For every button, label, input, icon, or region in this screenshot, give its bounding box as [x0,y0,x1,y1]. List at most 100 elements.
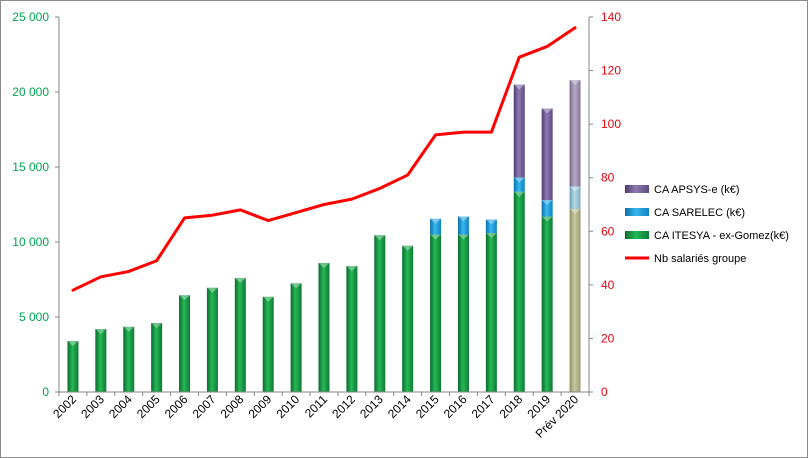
legend-label: Nb salariés groupe [654,253,746,265]
bar-itesya-2010 [290,283,302,392]
bar-cap [485,233,497,238]
right-tick-label: 60 [601,224,615,238]
bar-cap [457,234,469,240]
legend-label: CA ITESYA - ex-Gomez(k€) [654,230,789,242]
bar-apsys-e-2019 [541,108,553,200]
x-tick-label: 2002 [50,392,79,421]
bar-cap [485,219,497,225]
x-tick-label: 2007 [190,392,219,421]
bar-cap [430,218,442,224]
x-tick-label: 2006 [162,392,191,421]
x-tick-label: 2004 [106,392,135,421]
bar-itesya-2009 [262,296,274,392]
bar-apsys-e-2018 [513,84,525,178]
bar-itesya-2012 [346,266,358,392]
x-tick-label: 2017 [469,392,498,421]
x-tick-label: 2012 [329,392,358,421]
x-axis-ticks: 2002 2003 2004 2005 2006 2007 2008 2009 2010 2011… [50,392,590,441]
right-tick-label: 140 [601,10,621,24]
right-tick-label: 20 [601,331,615,345]
bar-itesya-2006 [179,295,191,392]
bar-cap [513,191,525,197]
bar-sarelec-2016 [457,216,469,235]
right-axis-ticks: 0 20 40 60 80 100 120 140 [589,10,621,399]
bar-cap [569,186,581,192]
right-tick-label: 120 [601,64,621,78]
bar-cap [457,216,469,222]
bar-cap [123,326,135,332]
bar-itesya-2018 [513,191,525,392]
bar-itesya-2016 [457,234,469,392]
bar-itesya-2015 [430,234,442,392]
right-tick-label: 80 [601,171,615,185]
bar-sarelec-2015 [430,218,442,235]
legend-swatch [625,185,649,193]
x-tick-label: 2003 [78,392,107,421]
x-tick-label: 2005 [134,392,163,421]
bar-cap [179,295,191,301]
left-tick-label: 10 000 [12,235,49,249]
bar-itesya-2007 [206,287,218,392]
bar-cap [513,177,525,183]
legend-label: CA SARELEC (k€) [654,207,745,219]
left-tick-label: 20 000 [12,85,49,99]
left-axis-ticks: 0 5 000 10 000 15 000 20 000 25 000 [12,10,59,399]
bar-cap [513,84,525,90]
bar-sarelec-2018 [513,177,525,192]
bar-cap [67,341,79,346]
x-tick-label: 2014 [385,392,414,421]
x-tick-label: 2010 [273,392,302,421]
bar-cap [430,234,442,240]
right-tick-label: 40 [601,278,615,292]
x-tick-label: 2011 [302,392,330,420]
bar-cap [541,216,553,222]
bar-itesya-2014 [402,245,414,392]
bar-cap [262,296,274,302]
bar-cap [234,278,246,283]
legend-label: CA APSYS-e (k€) [654,184,740,196]
left-tick-label: 25 000 [12,10,49,24]
bar-cap [318,263,330,268]
line-marks [71,26,577,292]
bar-itesya-2013 [374,235,386,392]
legend: CA APSYS-e (k€) CA SARELEC (k€) CA ITESYA … [625,184,789,265]
bar-itesya-2002 [67,341,79,392]
x-tick-label: 2018 [497,392,526,421]
bar-itesya-2019 [541,216,553,392]
right-tick-label: 0 [601,385,608,399]
axes [58,17,590,393]
left-tick-label: 15 000 [12,160,49,174]
bar-cap [402,245,414,251]
bar-marks [67,80,581,392]
bar-cap [569,80,581,85]
left-tick-label: 5 000 [19,310,49,324]
x-tick-label: 2009 [246,392,275,421]
x-tick-label: 2016 [441,392,470,421]
bar-cap [206,287,218,293]
bar-itesya-2011 [318,263,330,392]
bar-cap [541,200,553,205]
bar-cap [290,283,302,289]
bar-sarelec-2019 [541,200,553,217]
bar-itesya-2003 [95,329,107,392]
bar-itesya-2005 [151,323,163,392]
left-tick-label: 0 [42,385,49,399]
right-tick-label: 100 [601,117,621,131]
bar-cap [541,108,553,114]
legend-swatch [625,208,649,216]
x-tick-label: 2013 [357,392,386,421]
line-nb-salaries [71,26,577,292]
bar-apsys-e-Pr-v-2020 [569,80,581,187]
bar-itesya-2004 [123,326,135,392]
bar-itesya-2008 [234,278,246,392]
x-tick-label: 2008 [218,392,247,421]
bar-itesya-Pr-v-2020 [569,209,581,392]
bar-itesya-2017 [485,233,497,392]
bar-cap [95,329,107,334]
bar-sarelec-Pr-v-2020 [569,186,581,209]
x-tick-label: 2015 [413,392,442,421]
bar-cap [346,266,358,271]
legend-swatch [625,231,649,239]
